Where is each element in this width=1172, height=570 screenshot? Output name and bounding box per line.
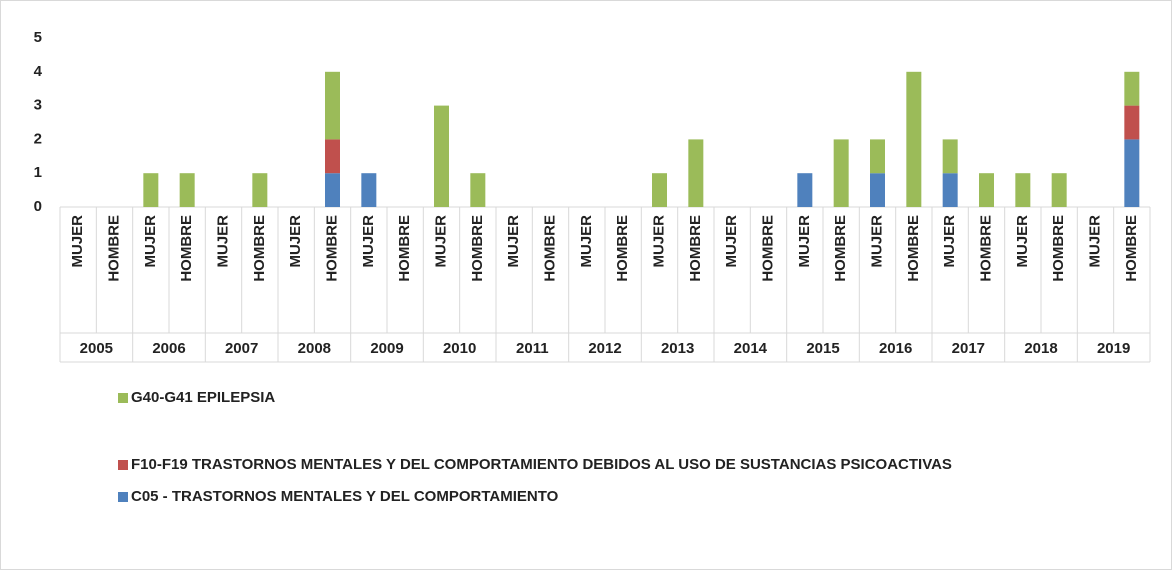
- group-label: 2014: [734, 340, 768, 357]
- legend-label: C05 - TRASTORNOS MENTALES Y DEL COMPORTA…: [131, 488, 559, 505]
- x-tick-label: HOMBRE: [396, 215, 413, 282]
- x-tick-label: HOMBRE: [541, 215, 558, 282]
- x-tick-label: MUJER: [1086, 215, 1103, 268]
- x-tick-label: MUJER: [796, 215, 813, 268]
- legend: G40-G41 EPILEPSIA F10-F19 TRASTORNOS MENT…: [118, 385, 1108, 510]
- group-label: 2018: [1024, 340, 1057, 357]
- y-tick-label: 2: [34, 130, 42, 147]
- x-tick-label: HOMBRE: [977, 215, 994, 282]
- bar-segment: [870, 139, 885, 174]
- x-tick-label: MUJER: [287, 215, 304, 268]
- bar-segment: [797, 173, 813, 207]
- bar-segment: [652, 173, 667, 207]
- bar-segment: [833, 139, 849, 207]
- legend-swatch: [118, 393, 128, 403]
- group-label: 2010: [443, 340, 476, 357]
- bar-segment: [434, 105, 449, 207]
- group-label: 2017: [952, 340, 985, 357]
- x-tick-label: HOMBRE: [178, 215, 195, 282]
- group-label: 2009: [370, 340, 403, 357]
- group-label: 2019: [1097, 340, 1130, 357]
- x-tick-label: MUJER: [69, 215, 86, 268]
- y-tick-label: 3: [34, 97, 42, 114]
- y-tick-label: 4: [34, 63, 43, 80]
- x-tick-label: MUJER: [505, 215, 522, 268]
- x-tick-label: HOMBRE: [905, 215, 922, 282]
- group-label: 2012: [588, 340, 621, 357]
- bar-segment: [143, 173, 159, 207]
- group-label: 2008: [298, 340, 331, 357]
- x-tick-label: HOMBRE: [759, 215, 776, 282]
- x-tick-label: MUJER: [868, 215, 885, 268]
- group-label: 2015: [806, 340, 839, 357]
- group-label: 2007: [225, 340, 258, 357]
- legend-label: F10-F19 TRASTORNOS MENTALES Y DEL COMPOR…: [131, 456, 952, 473]
- bar-segment: [325, 139, 340, 174]
- x-tick-label: MUJER: [650, 215, 667, 268]
- legend-swatch: [118, 492, 128, 502]
- bar-segment: [325, 173, 340, 207]
- bar-segment: [1124, 105, 1140, 140]
- bar-segment: [870, 173, 885, 207]
- legend-item: F10-F19 TRASTORNOS MENTALES Y DEL COMPOR…: [118, 452, 1108, 478]
- group-label: 2006: [152, 340, 185, 357]
- x-tick-label: MUJER: [432, 215, 449, 268]
- x-tick-label: MUJER: [723, 215, 740, 268]
- bar-segment: [325, 71, 340, 140]
- bar-segment: [252, 173, 268, 207]
- x-tick-label: MUJER: [941, 215, 958, 268]
- y-tick-label: 0: [34, 198, 42, 215]
- x-tick-label: MUJER: [360, 215, 377, 268]
- x-tick-label: HOMBRE: [1123, 215, 1140, 282]
- bar-segment: [361, 173, 377, 207]
- group-label: 2016: [879, 340, 912, 357]
- x-tick-label: HOMBRE: [687, 215, 704, 282]
- legend-label: G40-G41 EPILEPSIA: [131, 389, 276, 406]
- bar-segment: [470, 173, 486, 207]
- group-label: 2011: [516, 340, 549, 357]
- x-tick-label: HOMBRE: [323, 215, 340, 282]
- x-tick-label: MUJER: [1014, 215, 1031, 268]
- bar-segment: [688, 139, 704, 207]
- bar-segment: [942, 139, 958, 174]
- group-label: 2005: [80, 340, 113, 357]
- x-tick-label: MUJER: [578, 215, 595, 268]
- bar-segment: [1124, 139, 1140, 207]
- x-tick-label: MUJER: [142, 215, 159, 268]
- bar-segment: [179, 173, 195, 207]
- bar-segment: [906, 71, 922, 207]
- x-tick-label: HOMBRE: [1050, 215, 1067, 282]
- bar-segment: [1015, 173, 1031, 207]
- x-tick-label: HOMBRE: [251, 215, 268, 282]
- x-tick-label: HOMBRE: [614, 215, 631, 282]
- x-tick-label: MUJER: [214, 215, 231, 268]
- group-label: 2013: [661, 340, 694, 357]
- legend-item: G40-G41 EPILEPSIA: [118, 385, 1108, 411]
- legend-swatch: [118, 460, 128, 470]
- x-tick-label: HOMBRE: [469, 215, 486, 282]
- bar-segment: [942, 173, 958, 207]
- bar-segment: [1051, 173, 1067, 207]
- y-tick-label: 5: [34, 29, 42, 46]
- bar-segment: [1124, 71, 1140, 106]
- x-tick-label: HOMBRE: [832, 215, 849, 282]
- bar-segment: [979, 173, 994, 207]
- x-tick-label: HOMBRE: [105, 215, 122, 282]
- legend-item: C05 - TRASTORNOS MENTALES Y DEL COMPORTA…: [118, 484, 1108, 510]
- y-tick-label: 1: [34, 164, 42, 181]
